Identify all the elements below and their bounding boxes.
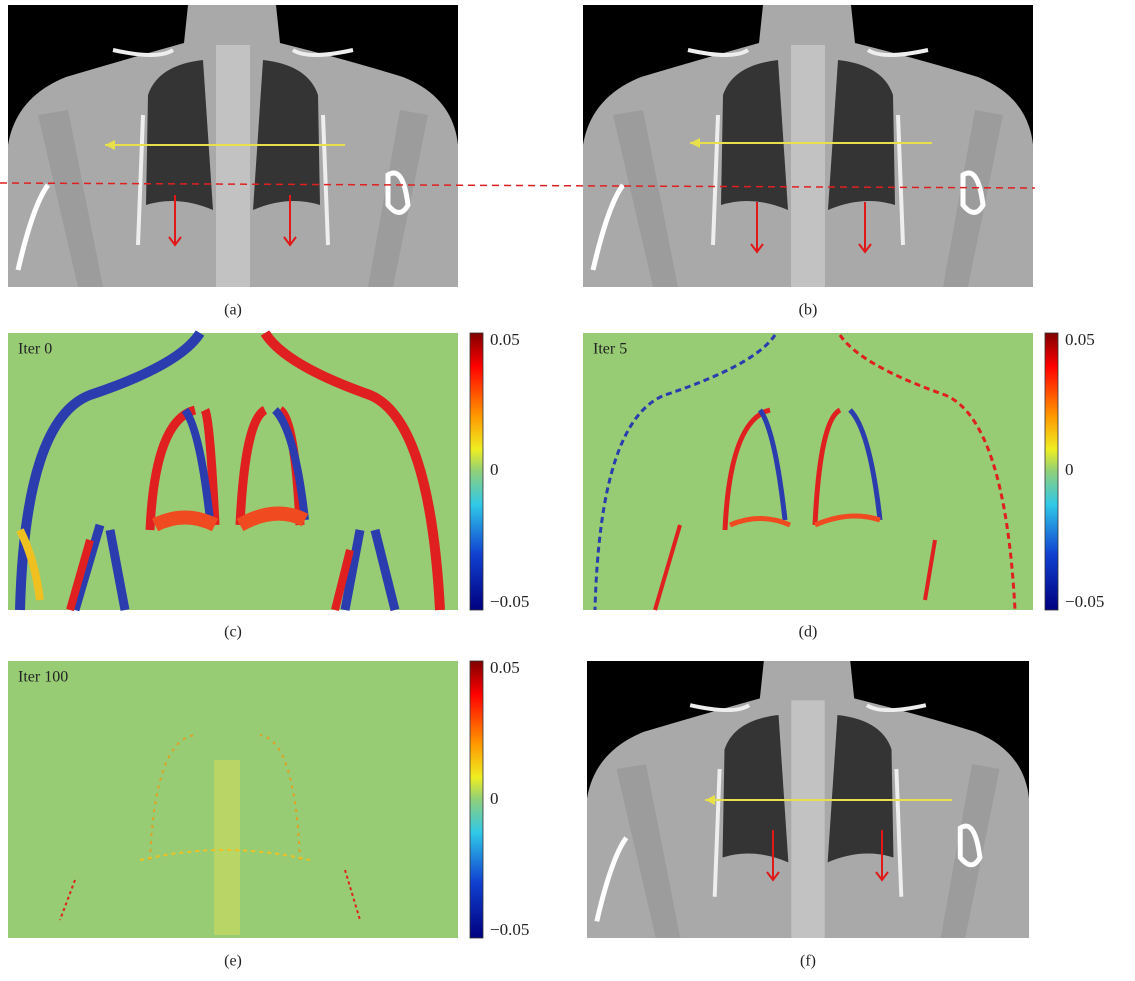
ct-image <box>583 5 1033 287</box>
panel-label: (f) <box>800 953 816 970</box>
diff-map <box>8 661 458 938</box>
diff-map <box>8 330 458 612</box>
panel-label: (a) <box>224 302 242 319</box>
colorbar <box>469 660 484 939</box>
dashed-line <box>0 182 1036 189</box>
red-arrows <box>750 202 872 254</box>
colorbar-tick: −0.05 <box>490 592 529 611</box>
panel-label: (d) <box>799 624 818 641</box>
arrowhead <box>705 795 715 805</box>
colorbar <box>1044 332 1059 611</box>
colorbar-tick: 0.05 <box>490 658 520 677</box>
colorbar-tick: −0.05 <box>490 920 529 939</box>
panel-label: (c) <box>224 624 242 641</box>
colorbar-tick: 0 <box>1065 460 1074 479</box>
iteration-label: Iter 100 <box>18 669 68 686</box>
red-arrows <box>766 830 889 882</box>
iteration-label: Iter 5 <box>593 341 627 358</box>
iteration-label: Iter 0 <box>18 341 52 358</box>
panel-label: (b) <box>799 302 818 319</box>
panel-label: (e) <box>224 953 242 970</box>
arrowhead <box>105 140 115 150</box>
colorbar-tick: 0.05 <box>490 330 520 349</box>
colorbar-tick: 0.05 <box>1065 330 1095 349</box>
colorbar-tick: 0 <box>490 460 499 479</box>
red-arrows <box>168 195 297 247</box>
colorbar-tick: −0.05 <box>1065 592 1104 611</box>
diff-map <box>583 333 1033 611</box>
arrowhead <box>690 138 700 148</box>
colorbar-tick: 0 <box>490 789 499 808</box>
colorbar <box>469 332 484 611</box>
